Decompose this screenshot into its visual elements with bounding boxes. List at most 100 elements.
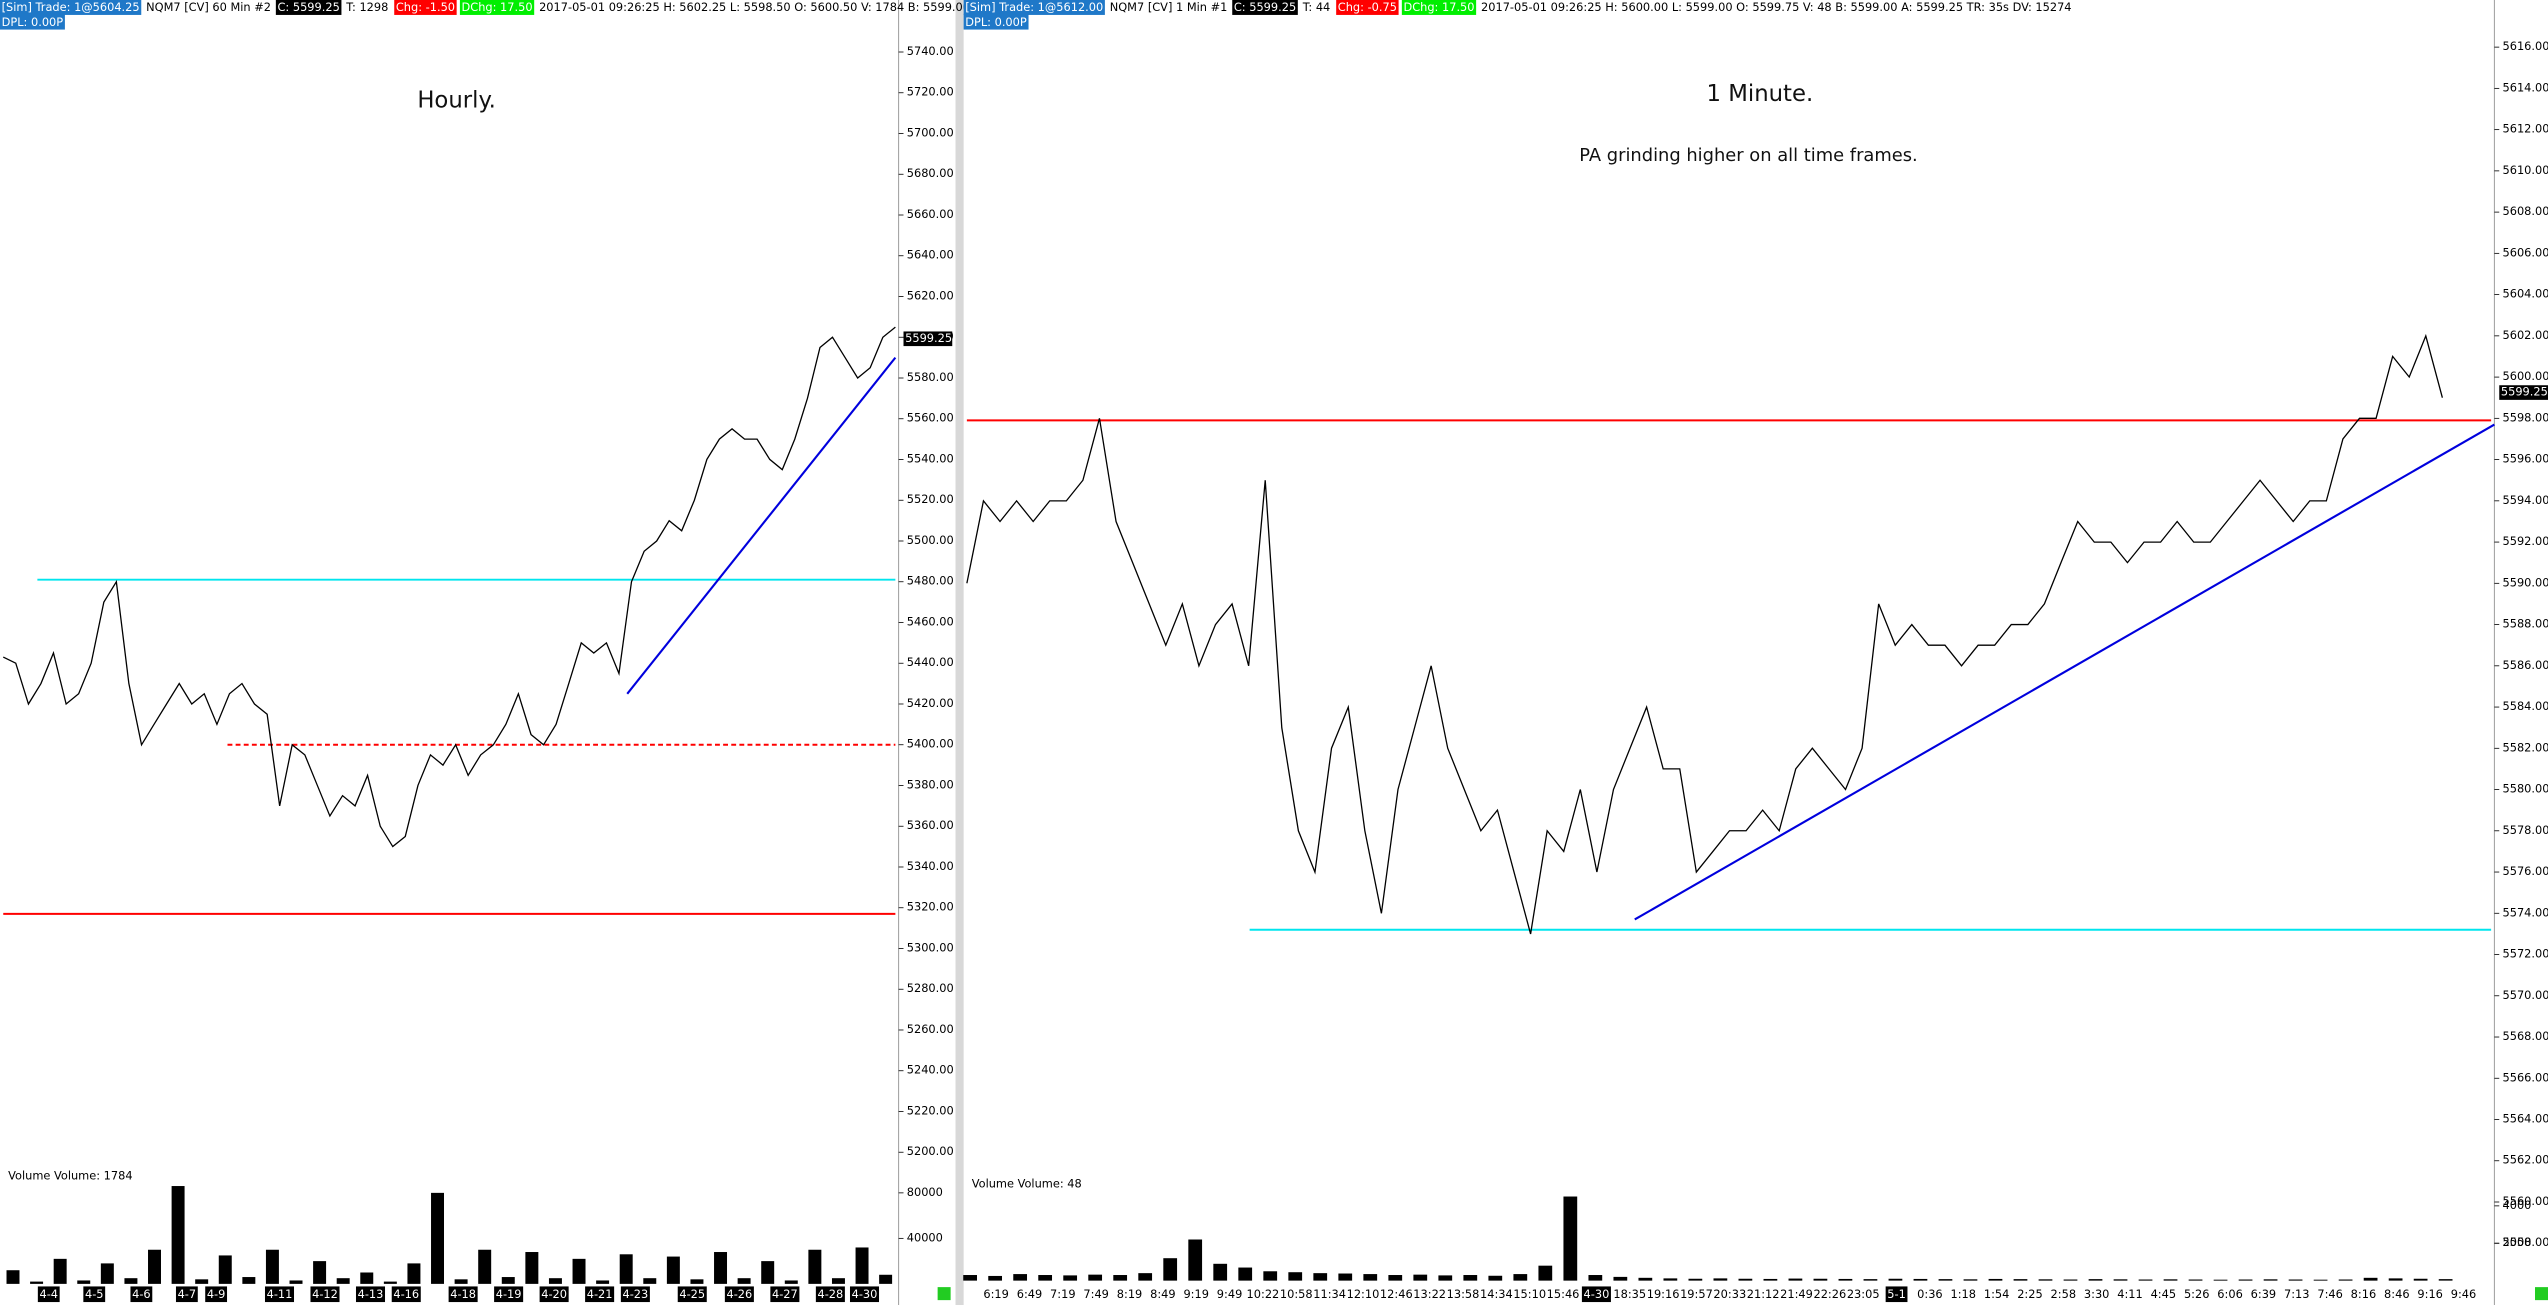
y-tick-label: 5340.00 bbox=[907, 859, 954, 873]
volume-bar bbox=[548, 1278, 562, 1284]
y-tick-label: 5578.00 bbox=[2503, 823, 2548, 837]
volume-bar bbox=[77, 1280, 91, 1284]
x-tick-label-bg bbox=[494, 1286, 524, 1303]
x-tick-label: 4:45 bbox=[2151, 1287, 2177, 1301]
x-tick-label: 4-12 bbox=[312, 1287, 338, 1301]
volume-bar bbox=[171, 1186, 185, 1284]
x-tick-label: 22:26 bbox=[1813, 1287, 1846, 1301]
volume-bar bbox=[855, 1247, 869, 1284]
x-tick-label: 0:36 bbox=[1917, 1287, 1943, 1301]
volume-bar bbox=[1263, 1271, 1278, 1281]
header-dpl: DPL: 0.00P bbox=[2, 15, 64, 29]
y-tick-label: 5592.00 bbox=[2503, 534, 2548, 548]
volume-bar bbox=[737, 1278, 751, 1284]
volume-bar bbox=[407, 1263, 421, 1284]
volume-bar bbox=[1113, 1275, 1128, 1281]
y-tick-label: 5560.00 bbox=[2503, 1194, 2548, 1208]
volume-bar bbox=[1188, 1239, 1203, 1281]
x-tick-label-bg bbox=[724, 1286, 754, 1303]
splitter[interactable] bbox=[955, 0, 964, 1305]
volume-bar bbox=[2188, 1279, 2203, 1281]
volume-bar bbox=[879, 1274, 893, 1284]
x-tick-label: 4-9 bbox=[207, 1287, 226, 1301]
x-tick-label: 21:49 bbox=[1780, 1287, 1813, 1301]
y-tick-label: 5606.00 bbox=[2503, 245, 2548, 259]
x-tick-label: 15:10 bbox=[1513, 1287, 1546, 1301]
volume-label: Volume Volume: 48 bbox=[972, 1177, 1082, 1191]
volume-bar bbox=[1963, 1279, 1978, 1281]
annotation: Hourly. bbox=[417, 87, 496, 113]
trend-line bbox=[626, 356, 897, 695]
volume-tick-label: 4000 bbox=[2503, 1198, 2532, 1212]
x-tick-label: 4-4 bbox=[39, 1287, 58, 1301]
volume-bar bbox=[784, 1280, 798, 1284]
header-field: T: 44 bbox=[1302, 0, 1331, 14]
y-tick-label: 5400.00 bbox=[907, 737, 954, 751]
y-tick-label: 5586.00 bbox=[2503, 658, 2548, 672]
x-tick-label: 7:19 bbox=[1050, 1287, 1076, 1301]
volume-bar bbox=[6, 1270, 20, 1284]
y-tick-label: 5620.00 bbox=[907, 289, 954, 303]
header-field: C: 5599.25 bbox=[1234, 0, 1296, 14]
header-field: T: 1298 bbox=[345, 0, 388, 14]
volume-bar bbox=[525, 1252, 539, 1284]
last-price-tag bbox=[2499, 385, 2548, 400]
x-tick-label-bg bbox=[585, 1286, 615, 1303]
volume-bar bbox=[1338, 1273, 1353, 1281]
y-tick-label: 5588.00 bbox=[2503, 617, 2548, 631]
volume-bar bbox=[2038, 1279, 2053, 1281]
volume-bar bbox=[360, 1272, 374, 1284]
header-field-bg bbox=[275, 0, 342, 15]
volume-bar bbox=[478, 1249, 492, 1284]
status-square bbox=[2535, 1287, 2548, 1301]
volume-bar bbox=[1663, 1278, 1678, 1281]
header-field-bg bbox=[1232, 0, 1298, 15]
header-field-bg bbox=[394, 0, 457, 15]
y-tick-label: 5580.00 bbox=[907, 370, 954, 384]
x-tick-label: 19:57 bbox=[1680, 1287, 1713, 1301]
volume-bar bbox=[690, 1279, 704, 1284]
header-field: DChg: 17.50 bbox=[1403, 0, 1474, 14]
x-tick-label: 21:12 bbox=[1747, 1287, 1780, 1301]
volume-bar bbox=[1288, 1272, 1303, 1281]
header-field: C: 5599.25 bbox=[277, 0, 339, 14]
x-tick-label: 9:19 bbox=[1183, 1287, 1209, 1301]
x-tick-label: 8:16 bbox=[2351, 1287, 2377, 1301]
y-tick-label: 5572.00 bbox=[2503, 947, 2548, 961]
y-tick-label: 5660.00 bbox=[907, 207, 954, 221]
volume-bar bbox=[1163, 1258, 1178, 1281]
x-tick-label: 12:10 bbox=[1347, 1287, 1380, 1301]
x-tick-label-bg bbox=[539, 1286, 569, 1303]
x-tick-label: 4-16 bbox=[393, 1287, 419, 1301]
y-tick-label: 5540.00 bbox=[907, 451, 954, 465]
x-tick-label: 4-5 bbox=[85, 1287, 104, 1301]
x-tick-label: 4-11 bbox=[267, 1287, 293, 1301]
volume-bar bbox=[1388, 1275, 1403, 1281]
status-square bbox=[937, 1287, 951, 1301]
y-tick-label: 5420.00 bbox=[907, 696, 954, 710]
y-tick-label: 5582.00 bbox=[2503, 740, 2548, 754]
x-tick-label: 1:18 bbox=[1951, 1287, 1977, 1301]
x-tick-label: 4-27 bbox=[772, 1287, 798, 1301]
x-tick-label: 4-26 bbox=[726, 1287, 752, 1301]
x-tick-label-bg bbox=[130, 1286, 153, 1303]
x-tick-label: 14:34 bbox=[1480, 1287, 1513, 1301]
last-price-label: 5599.25 bbox=[905, 331, 952, 345]
x-tick-label: 9:46 bbox=[2451, 1287, 2477, 1301]
y-tick-label: 5616.00 bbox=[2503, 39, 2548, 53]
header-field: 2017-05-01 09:26:25 H: 5600.00 L: 5599.0… bbox=[1481, 0, 2072, 14]
x-tick-label: 6:39 bbox=[2251, 1287, 2277, 1301]
x-tick-label: 7:49 bbox=[1083, 1287, 1109, 1301]
y-tick-label: 5558.00 bbox=[2503, 1235, 2548, 1249]
x-tick-label: 13:22 bbox=[1413, 1287, 1446, 1301]
y-tick-label: 5740.00 bbox=[907, 44, 954, 58]
x-tick-label: 18:35 bbox=[1613, 1287, 1646, 1301]
volume-bar bbox=[1688, 1278, 1703, 1281]
y-tick-label: 5568.00 bbox=[2503, 1029, 2548, 1043]
volume-bar bbox=[1738, 1278, 1753, 1281]
volume-bar bbox=[383, 1281, 397, 1284]
x-tick-label: 13:58 bbox=[1447, 1287, 1480, 1301]
x-tick-label: 3:30 bbox=[2084, 1287, 2110, 1301]
volume-bar bbox=[2213, 1279, 2228, 1281]
x-tick-label-bg bbox=[448, 1286, 478, 1303]
